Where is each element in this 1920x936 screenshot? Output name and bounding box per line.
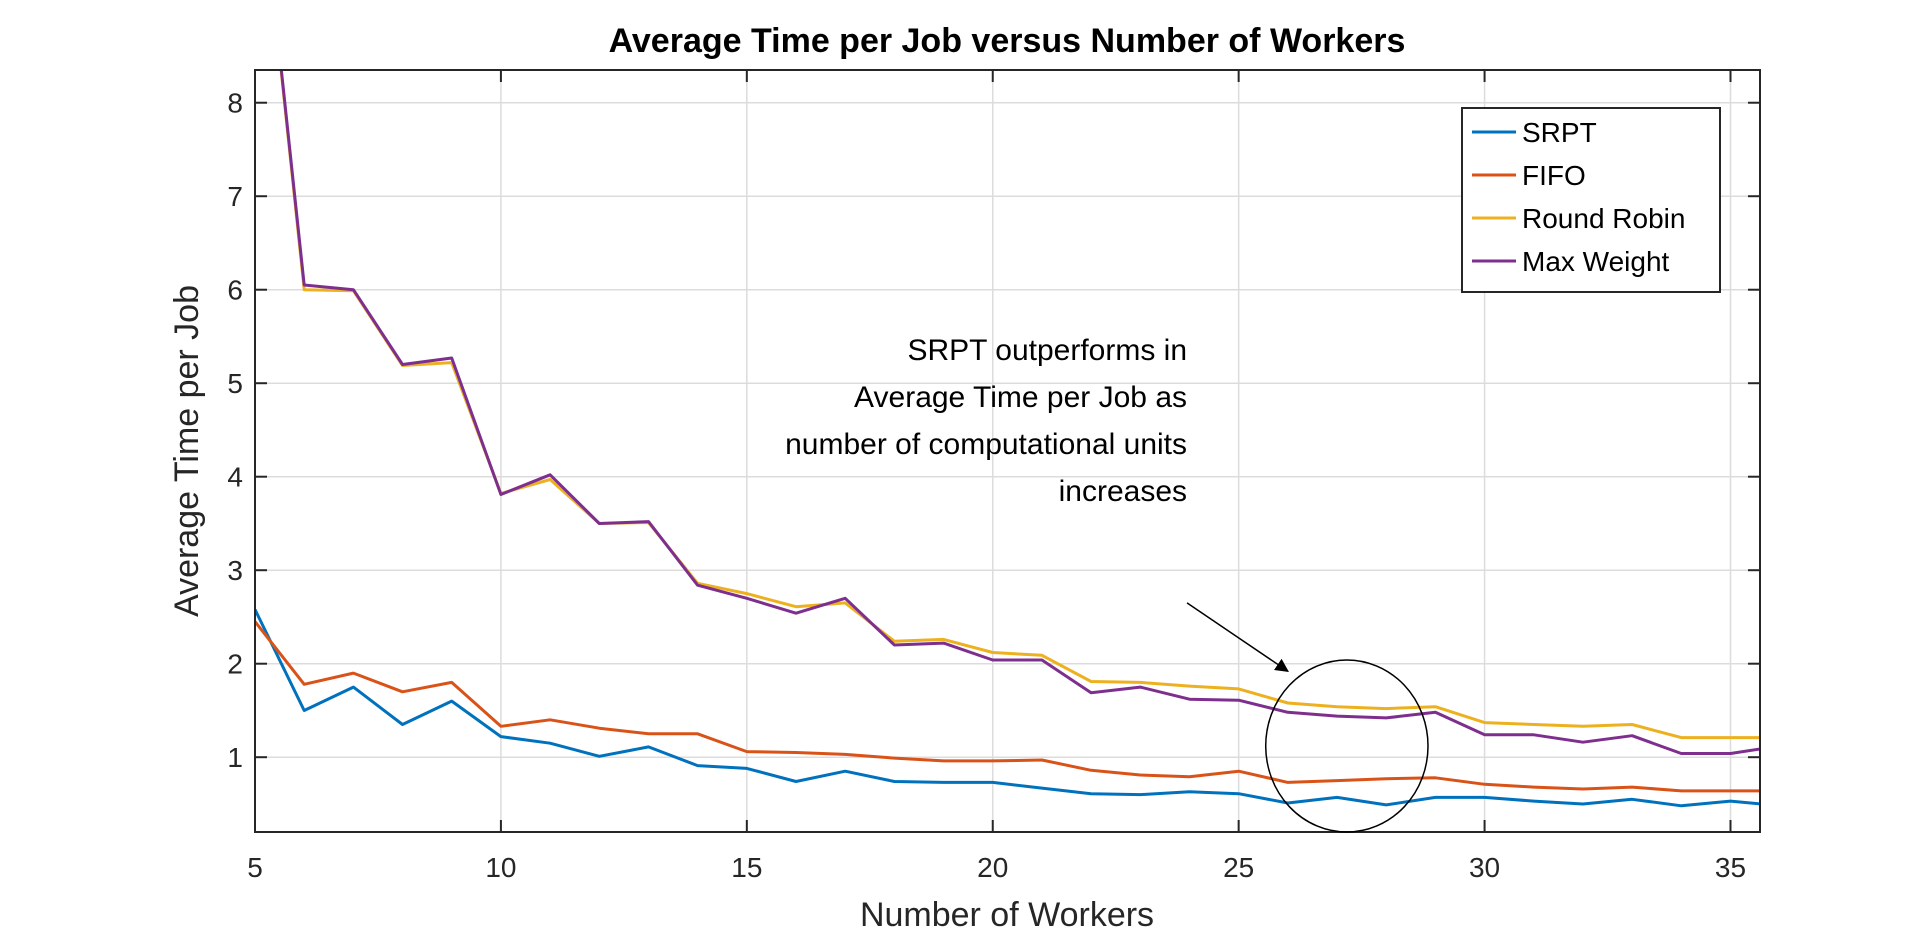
x-axis-label: Number of Workers <box>860 896 1154 934</box>
series-line-0 <box>255 608 1760 808</box>
annotation-circle <box>1264 659 1429 833</box>
legend-entry: Max Weight <box>1522 246 1670 277</box>
x-tick-label: 10 <box>485 852 516 883</box>
ticks: 5 10 15 20 25 30 35 1 2 3 4 5 6 7 8 <box>227 70 1760 883</box>
series-lines <box>255 70 1760 808</box>
x-tick-label: 30 <box>1469 852 1500 883</box>
y-tick-label: 6 <box>227 275 243 306</box>
legend-entry: SRPT <box>1522 117 1597 148</box>
annotation: SRPT outperforms in Average Time per Job … <box>785 334 1429 833</box>
axes-box <box>254 69 1761 833</box>
legend: SRPT FIFO Round Robin Max Weight <box>1461 107 1721 293</box>
y-tick-label: 7 <box>227 181 243 212</box>
legend-entry: FIFO <box>1522 160 1586 191</box>
x-tick-label: 5 <box>247 852 263 883</box>
annotation-text: number of computational units <box>785 428 1187 461</box>
annotation-text: increases <box>1059 475 1187 508</box>
chart-title: Average Time per Job versus Number of Wo… <box>609 22 1406 60</box>
y-tick-label: 4 <box>227 462 243 493</box>
annotation-text: SRPT outperforms in <box>907 334 1187 367</box>
x-tick-label: 20 <box>977 852 1008 883</box>
y-tick-label: 5 <box>227 368 243 399</box>
x-tick-label: 35 <box>1715 852 1746 883</box>
annotation-arrow <box>1186 602 1289 672</box>
y-axis-label: Average Time per Job <box>168 285 206 617</box>
x-tick-label: 25 <box>1223 852 1254 883</box>
annotation-text: Average Time per Job as <box>854 381 1187 414</box>
legend-entry: Round Robin <box>1522 203 1685 234</box>
series-line-1 <box>255 620 1760 793</box>
y-tick-label: 3 <box>227 555 243 586</box>
x-tick-label: 15 <box>731 852 762 883</box>
series-line-3 <box>279 70 1760 755</box>
y-tick-label: 1 <box>227 742 243 773</box>
y-tick-label: 8 <box>227 88 243 119</box>
y-tick-label: 2 <box>227 649 243 680</box>
